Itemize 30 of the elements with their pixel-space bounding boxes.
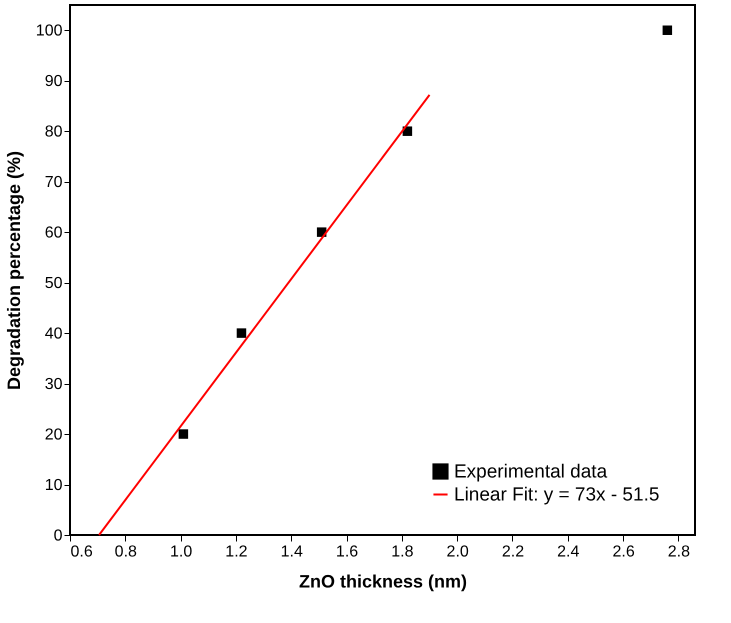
x-tick-label: 2.8 [668, 544, 690, 560]
x-tick-label: 2.6 [612, 544, 635, 560]
x-tick-label: 1.2 [225, 544, 248, 560]
x-tick-label: 0.6 [70, 544, 93, 560]
x-tick-label: 1.4 [280, 544, 303, 560]
x-tick-label: 1.8 [391, 544, 414, 560]
x-tick-label: 2.2 [502, 544, 524, 560]
y-tick-label: 90 [44, 73, 63, 90]
y-tick-label: 60 [44, 224, 63, 242]
point [236, 328, 246, 338]
y-tick-label: 20 [44, 426, 63, 444]
y-tick-label: 100 [36, 22, 63, 40]
x-tick-label: 1.0 [170, 544, 192, 560]
y-tick-label: 70 [44, 174, 63, 192]
y-axis-title: Degradation percentage (%) [4, 150, 24, 390]
point [662, 25, 672, 35]
x-tick-label: 2.0 [446, 544, 469, 560]
x-tick-label: 1.6 [336, 544, 358, 560]
y-tick-label: 40 [44, 326, 63, 343]
x-tick-label: 2.4 [557, 544, 580, 560]
point [178, 429, 188, 439]
legend-label: Linear Fit: y = 73x - 51.5 [454, 484, 660, 506]
y-tick-label: 80 [44, 124, 63, 141]
x-tick-label: 0.8 [114, 544, 138, 560]
y-tick-label: 50 [44, 275, 63, 292]
x-axis-title: ZnO thickness (nm) [298, 572, 468, 592]
legend-label: Experimental data [454, 462, 608, 482]
y-tick-label: 30 [44, 376, 63, 394]
y-tick-label: 0 [54, 528, 63, 544]
y-tick-label: 10 [44, 477, 63, 494]
